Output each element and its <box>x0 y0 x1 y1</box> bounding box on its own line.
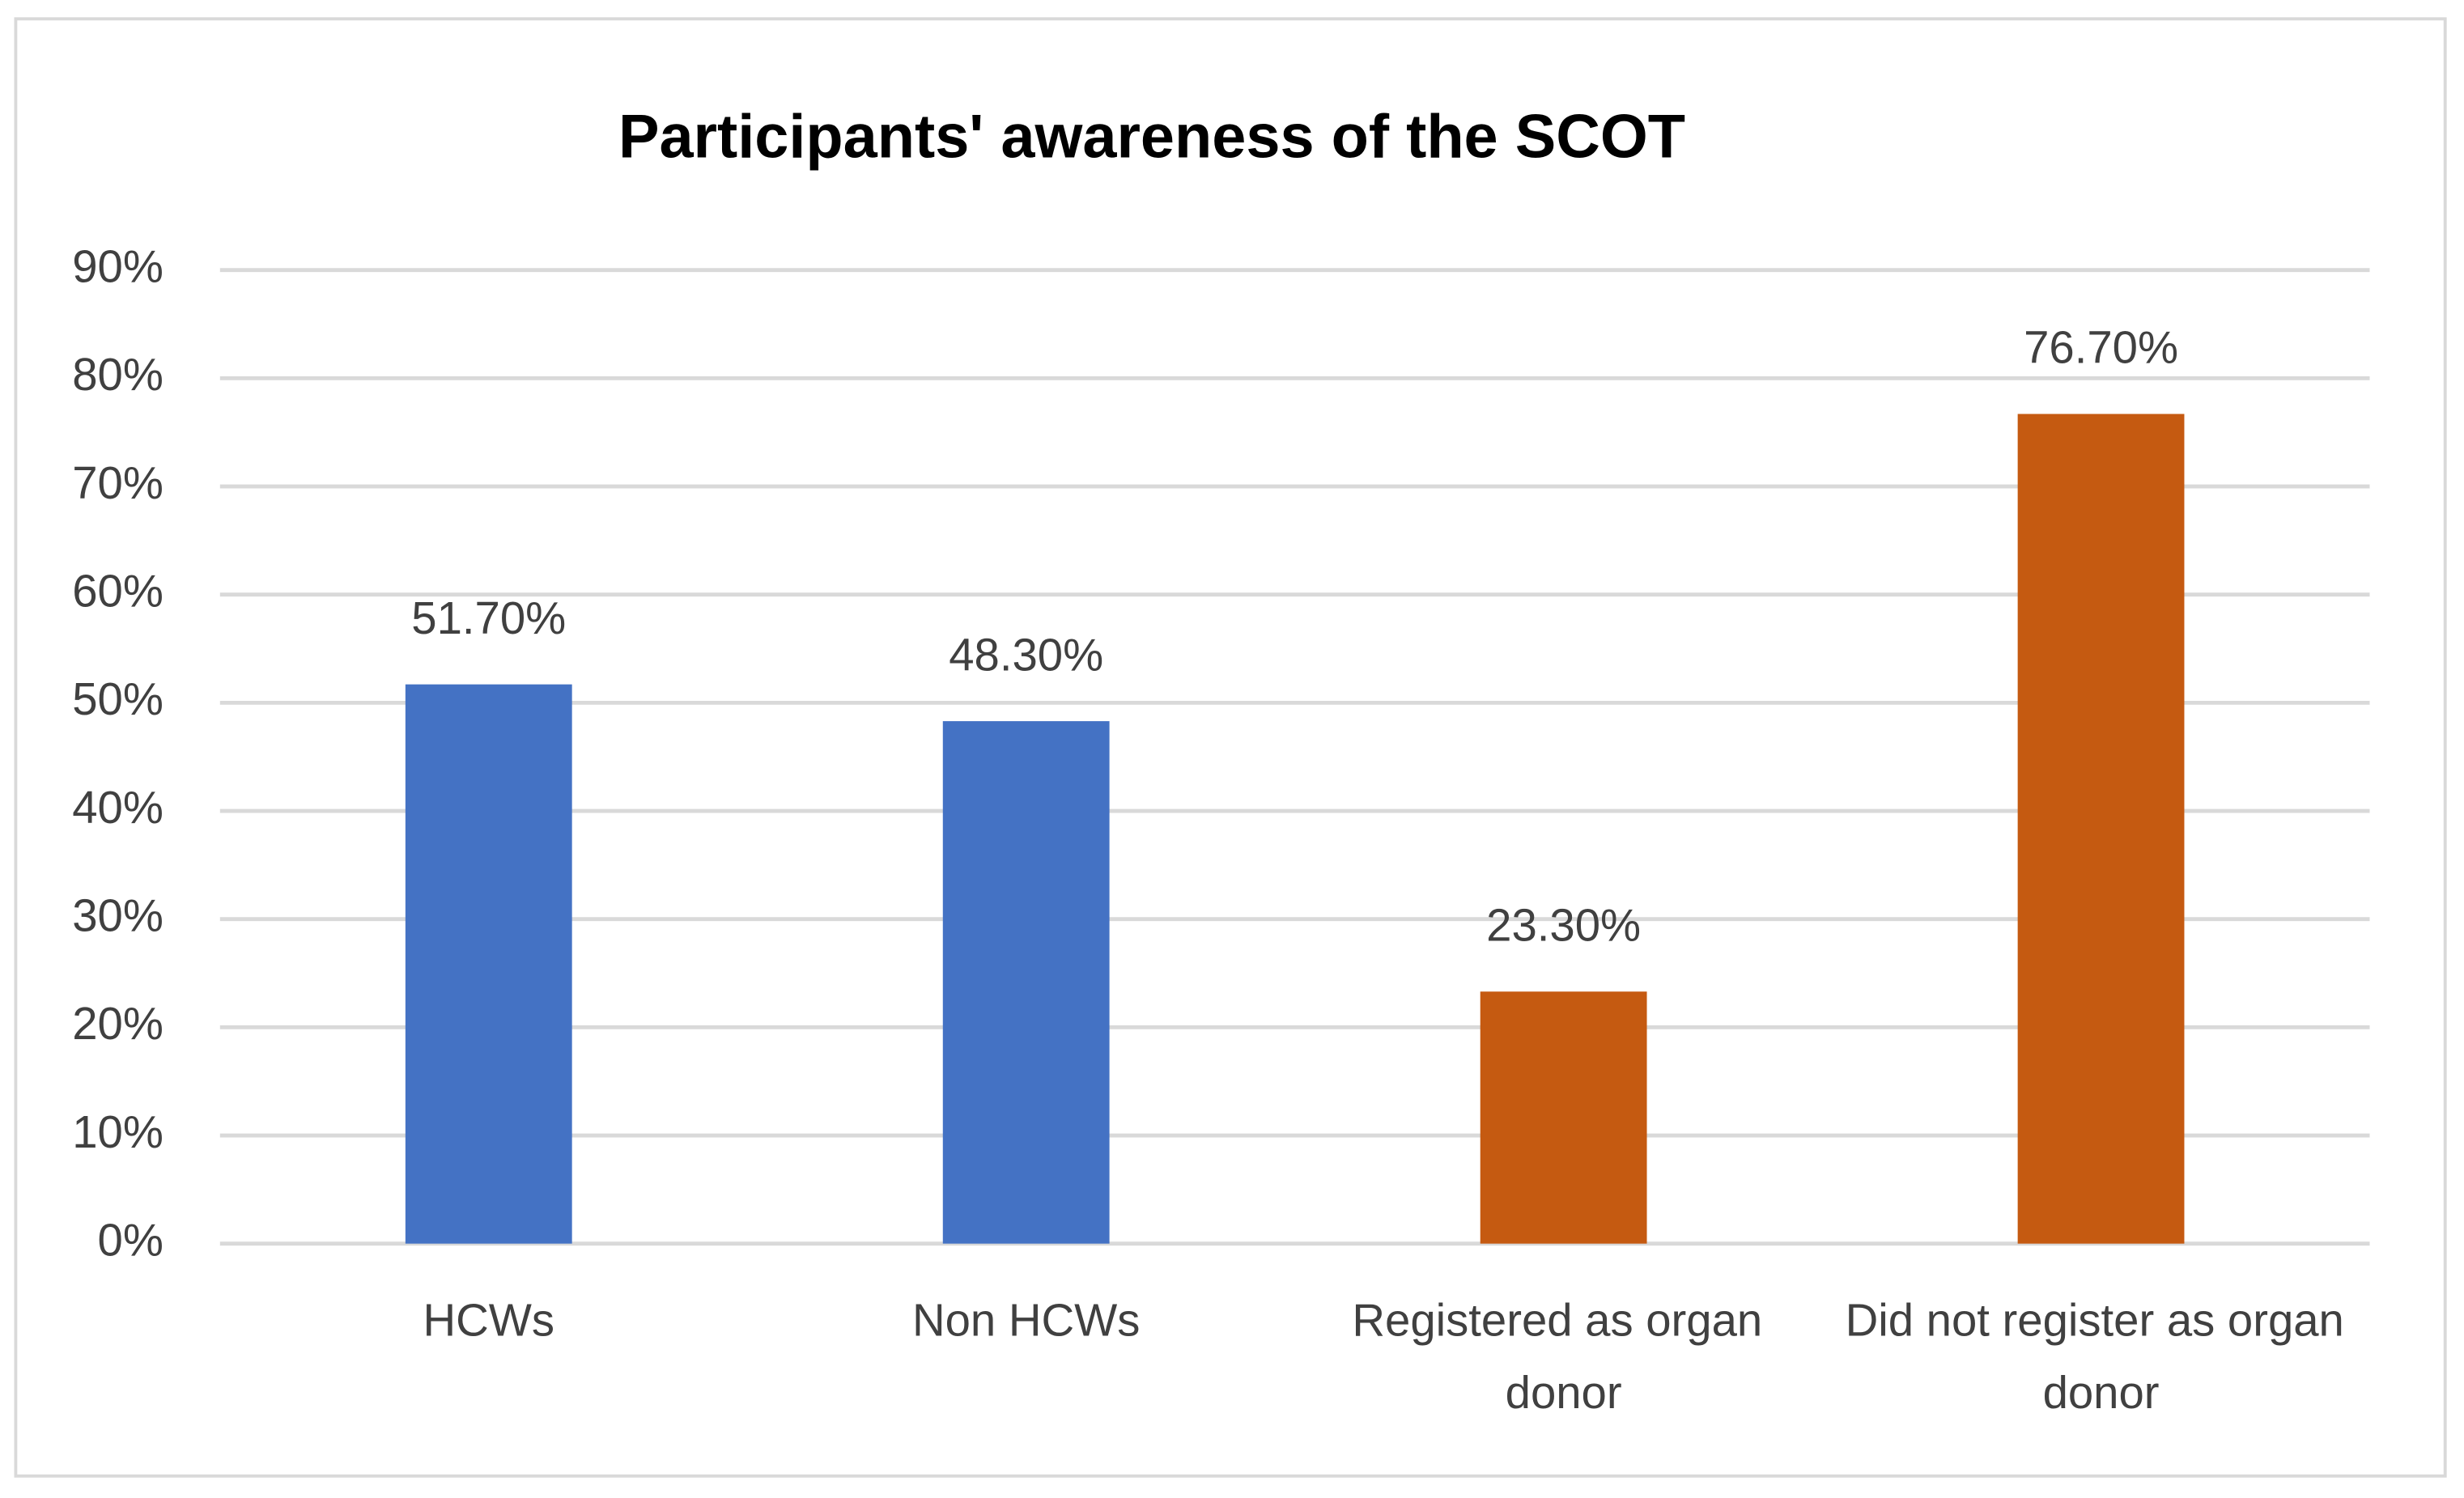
x-tick-label: Non HCWs <box>912 1295 1140 1346</box>
bar <box>405 684 572 1244</box>
y-tick-label: 50% <box>72 673 164 724</box>
chart-title: Participants' awareness of the SCOT <box>618 103 1685 172</box>
y-tick-label: 60% <box>72 566 164 617</box>
bar <box>1480 991 1647 1244</box>
y-tick-label: 80% <box>72 349 164 400</box>
y-tick-label: 30% <box>72 890 164 941</box>
x-tick-label: Did not register as organ donor <box>1846 1295 2357 1418</box>
bar <box>942 721 1110 1244</box>
value-label: 76.70% <box>2024 322 2178 373</box>
y-tick-label: 70% <box>72 457 164 508</box>
x-tick-label: Registered as organ donor <box>1352 1295 1774 1418</box>
y-tick-label: 20% <box>72 998 164 1049</box>
value-label: 51.70% <box>411 592 566 643</box>
bar <box>2017 414 2185 1244</box>
value-label: 23.30% <box>1486 900 1641 951</box>
y-tick-label: 90% <box>72 241 164 292</box>
x-tick-label: HCWs <box>423 1295 554 1346</box>
value-label: 48.30% <box>949 629 1103 680</box>
y-tick-label: 10% <box>72 1106 164 1157</box>
y-tick-label: 40% <box>72 782 164 833</box>
y-tick-label: 0% <box>98 1215 164 1266</box>
